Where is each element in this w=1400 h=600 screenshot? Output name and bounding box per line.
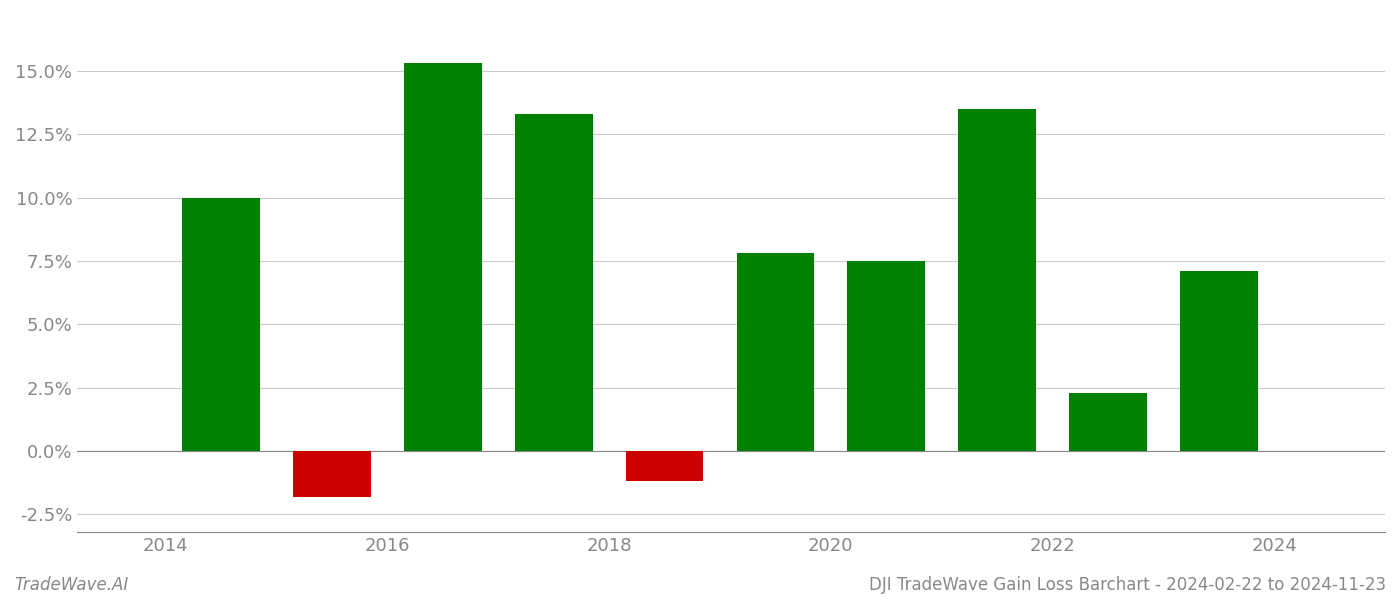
Bar: [293, 451, 371, 497]
Bar: [405, 63, 482, 451]
Bar: [515, 114, 592, 451]
Bar: [847, 261, 925, 451]
Bar: [1180, 271, 1257, 451]
Text: TradeWave.AI: TradeWave.AI: [14, 576, 129, 594]
Bar: [182, 197, 260, 451]
Text: DJI TradeWave Gain Loss Barchart - 2024-02-22 to 2024-11-23: DJI TradeWave Gain Loss Barchart - 2024-…: [869, 576, 1386, 594]
Bar: [958, 109, 1036, 451]
Bar: [626, 451, 703, 481]
Bar: [736, 253, 815, 451]
Bar: [1070, 393, 1147, 451]
